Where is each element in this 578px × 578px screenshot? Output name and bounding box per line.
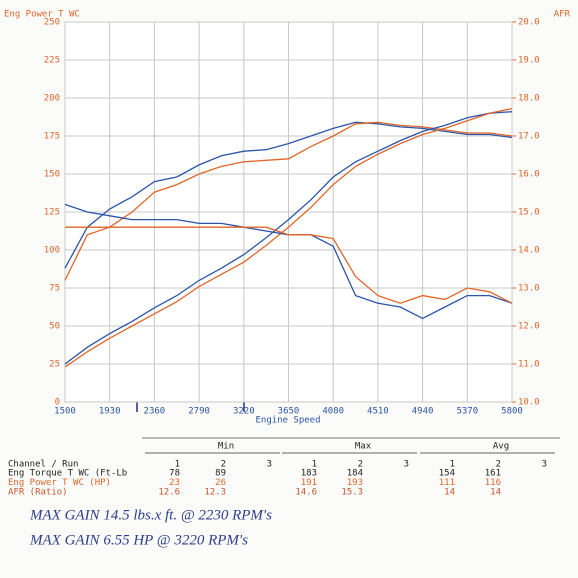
y2-tick-label: 19.0 [518,56,540,66]
x-tick-label: 3220 [233,407,255,417]
series-line [64,107,513,368]
cell: 111 [439,478,455,488]
x-tick-label: 5800 [501,407,523,417]
cell: 14 [444,488,455,498]
y-tick-label: 250 [44,18,60,28]
cell: 15.3 [341,488,363,498]
cell: 12.3 [204,488,226,498]
row-label: Eng Power T WC (HP) [8,478,111,488]
run-label: 1 [450,460,455,470]
cell: 161 [485,469,501,479]
y2-tick-label: 17.0 [518,132,540,142]
series-line [65,226,513,304]
cell: 14.6 [295,488,317,498]
note: MAX GAIN 14.5 lbs.x ft. @ 2230 RPM's [29,507,272,523]
run-label: 3 [267,460,272,470]
group-header: Avg [493,442,509,452]
series-line [64,121,513,281]
run-label: 1 [175,460,180,470]
series-line [64,111,513,365]
x-tick-label: 4510 [367,407,389,417]
x-tick-label: 2360 [144,407,166,417]
y2-tick-label: 16.0 [518,170,540,180]
x-tick-label: 1930 [99,407,121,417]
y2-tick-label: 13.0 [518,284,540,294]
y2-tick-label: 12.0 [518,322,540,332]
run-label: 3 [542,460,547,470]
cell: 183 [301,469,317,479]
x-tick-label: 2790 [188,407,210,417]
cell: 193 [347,478,363,488]
cell: 116 [485,478,501,488]
y2-tick-label: 18.0 [518,94,540,104]
cell: 78 [169,469,180,479]
run-label: 2 [221,460,226,470]
cell: 14 [490,488,501,498]
run-label: 1 [312,460,317,470]
y-tick-label: 125 [44,208,60,218]
row-label: Eng Torque T WC (Ft-Lb [8,469,127,479]
y-tick-label: 225 [44,56,60,66]
run-label: 2 [358,460,363,470]
cell: 26 [215,478,226,488]
y-tick-label: 200 [44,94,60,104]
y-tick-label: 150 [44,170,60,180]
cell: 154 [439,469,455,479]
group-header: Max [355,442,372,452]
cell: 23 [169,478,180,488]
y2-tick-label: 15.0 [518,208,540,218]
x-tick-label: 5370 [456,407,478,417]
x-tick-label: 3650 [278,407,300,417]
cell: 89 [215,469,226,479]
group-header: Min [218,442,234,452]
y-axis-label: Eng Power T WC [4,10,80,20]
run-label: 2 [496,460,501,470]
x-tick-label: 1500 [54,407,76,417]
x-tick-label: 4080 [322,407,344,417]
x-axis-label: Engine Speed [255,416,320,426]
y2-axis-label: AFR [554,10,571,20]
run-label: 3 [404,460,409,470]
y-tick-label: 75 [49,284,60,294]
cell: 191 [301,478,317,488]
y-tick-label: 100 [44,246,60,256]
y2-tick-label: 14.0 [518,246,540,256]
y-tick-label: 0 [55,398,60,408]
table-header: Channel / Run [8,460,78,470]
y2-tick-label: 11.0 [518,360,540,370]
y2-tick-label: 10.0 [518,398,540,408]
cell: 184 [347,469,363,479]
x-tick-label: 4940 [412,407,434,417]
row-label: AFR (Ratio) [8,488,68,498]
note: MAX GAIN 6.55 HP @ 3220 RPM's [29,532,248,548]
y-tick-label: 25 [49,360,60,370]
y-tick-label: 175 [44,132,60,142]
y-tick-label: 50 [49,322,60,332]
y2-tick-label: 20.0 [518,18,540,28]
cell: 12.6 [158,488,180,498]
